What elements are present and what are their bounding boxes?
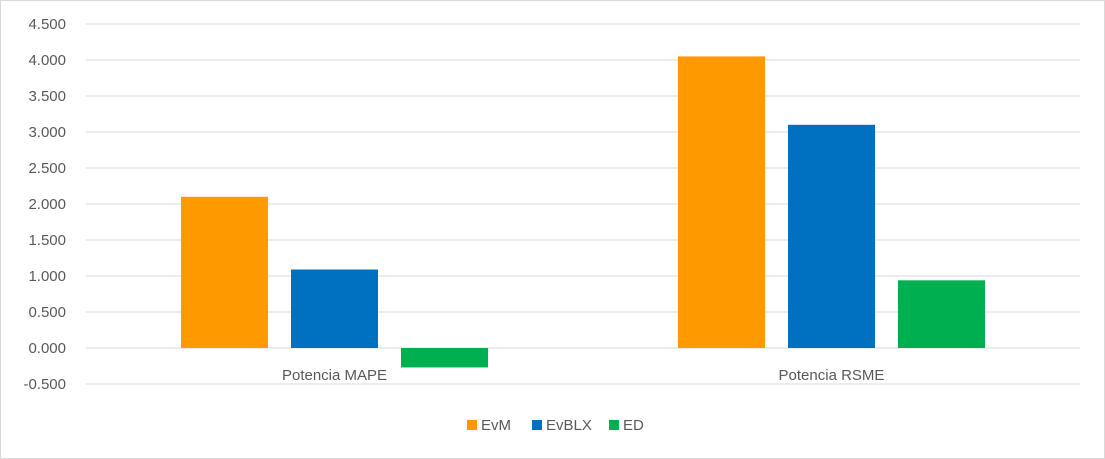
y-tick-label: 0.000 (28, 340, 66, 357)
y-tick-label: 0.500 (28, 304, 66, 321)
y-tick-label: 4.000 (28, 52, 66, 69)
bar-ed-potencia-rsme (898, 280, 985, 348)
bar-evm-potencia-rsme (678, 56, 765, 349)
x-category-label: Potencia RSME (779, 367, 885, 384)
y-tick-label: 3.500 (28, 88, 66, 105)
bar-evblx-potencia-rsme (788, 124, 875, 348)
y-tick-label: 2.000 (28, 196, 66, 213)
y-tick-label: 1.000 (28, 268, 66, 285)
legend-swatch-evm (467, 420, 477, 430)
legend-label-ed: ED (623, 417, 644, 434)
legend-label-evblx: EvBLX (546, 417, 592, 434)
y-tick-label: 3.000 (28, 124, 66, 141)
y-tick-label: 4.500 (28, 16, 66, 33)
x-category-label: Potencia MAPE (282, 367, 387, 384)
x-axis-categories: Potencia MAPE Potencia RSME (282, 367, 884, 384)
bar-evm-potencia-mape (181, 196, 268, 348)
legend-swatch-evblx (532, 420, 542, 430)
legend-swatch-ed (609, 420, 619, 430)
legend-label-evm: EvM (481, 417, 511, 434)
bar-ed-potencia-mape (401, 348, 488, 368)
y-tick-label: 1.500 (28, 232, 66, 249)
y-axis-ticks: -0.500 0.000 0.500 1.000 1.500 2.000 2.500 3.00… (23, 16, 66, 393)
bar-evblx-potencia-mape (291, 269, 378, 348)
legend: EvM EvBLX ED (467, 417, 644, 434)
bars (181, 56, 985, 368)
y-tick-label: -0.500 (23, 376, 66, 393)
y-tick-label: 2.500 (28, 160, 66, 177)
